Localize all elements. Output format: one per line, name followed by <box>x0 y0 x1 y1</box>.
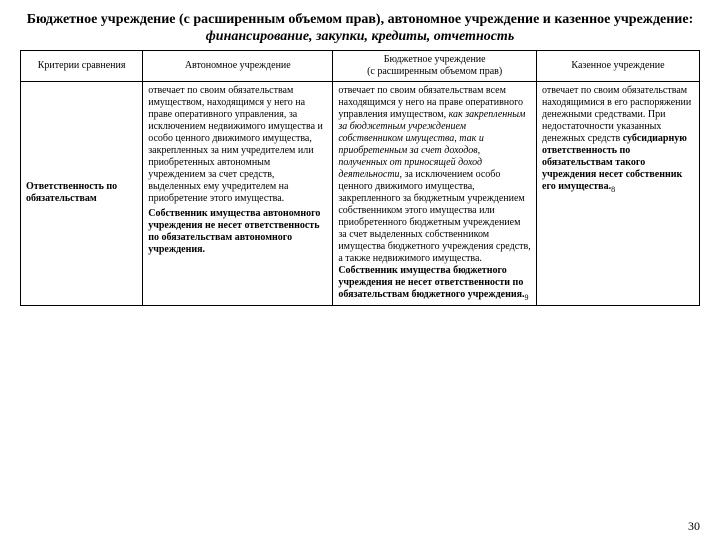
cell-autonomous-p1: отвечает по своим обязательствам имущест… <box>148 85 327 205</box>
cell-autonomous-p2: Собственник имущества автономного учрежд… <box>148 208 327 256</box>
cell-treasury: отвечает по своим обязательствам находящ… <box>537 81 700 306</box>
cell-budget: отвечает по своим обязательствам всем на… <box>333 81 537 306</box>
row-label: Ответственность по обязательствам <box>21 81 143 306</box>
page-title: Бюджетное учреждение (с расширенным объе… <box>20 12 700 46</box>
header-treasury: Казенное учреждение <box>537 50 700 81</box>
comparison-table: Критерии сравнения Автономное учреждение… <box>20 50 700 307</box>
cell-autonomous: отвечает по своим обязательствам имущест… <box>143 81 333 306</box>
table-header-row: Критерии сравнения Автономное учреждение… <box>21 50 700 81</box>
cell-budget-d: Собственник имущества бюджетного учрежде… <box>338 265 524 300</box>
cell-treasury-note: 8 <box>611 185 615 194</box>
cell-budget-c: , за исключением особо ценного движимого… <box>338 169 530 264</box>
table-row: Ответственность по обязательствам отвеча… <box>21 81 700 306</box>
cell-budget-note: 9 <box>525 293 529 302</box>
header-criteria: Критерии сравнения <box>21 50 143 81</box>
page-number: 30 <box>688 519 700 534</box>
header-budget-line2: (с расширенным объемом прав) <box>367 66 502 77</box>
header-budget-line1: Бюджетное учреждение <box>384 54 486 65</box>
title-plain: Бюджетное учреждение (с расширенным объе… <box>27 12 694 27</box>
header-autonomous: Автономное учреждение <box>143 50 333 81</box>
title-italic: финансирование, закупки, кредиты, отчетн… <box>206 29 514 44</box>
header-budget: Бюджетное учреждение (с расширенным объе… <box>333 50 537 81</box>
